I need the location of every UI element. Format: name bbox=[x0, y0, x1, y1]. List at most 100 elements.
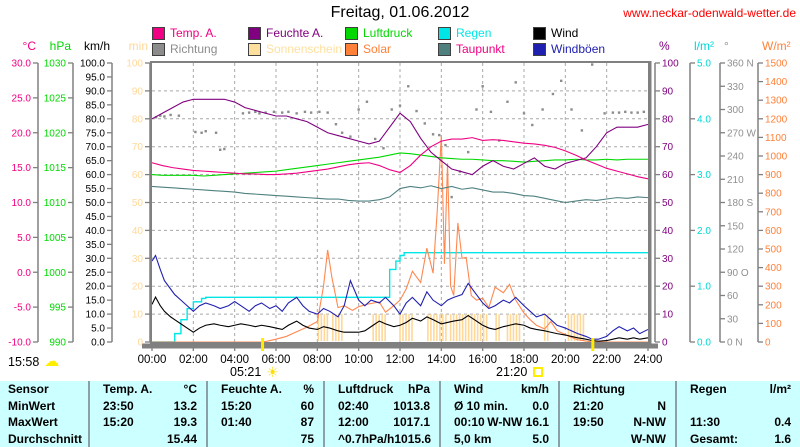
axis-label: 200 bbox=[765, 300, 782, 311]
sunrise-time: 05:21 ☀ bbox=[230, 365, 279, 379]
table-cell-0-value: N bbox=[657, 398, 666, 413]
axis-label: 100 bbox=[765, 319, 782, 330]
direction-dot bbox=[423, 122, 426, 125]
table-cell-1-label: 15:20 bbox=[103, 415, 134, 430]
direction-dot bbox=[287, 110, 290, 114]
summary-table: Sensor MinWert MaxWert Durchschnitt Temp. A.… bbox=[0, 381, 800, 447]
sensor-row-3-label: Durchschnitt bbox=[8, 431, 83, 446]
table-cell-0 bbox=[677, 398, 800, 415]
table-cell-1-value: 19.3 bbox=[173, 415, 197, 430]
status-time-label: 15:58 bbox=[8, 355, 40, 369]
direction-dot bbox=[382, 147, 385, 150]
direction-dot bbox=[415, 109, 418, 113]
axis-label: 02:00 bbox=[179, 354, 208, 366]
axis-label: °C bbox=[23, 39, 37, 53]
axis-label: 20:00 bbox=[551, 354, 580, 366]
axis-label: km/h bbox=[84, 39, 110, 53]
table-cell-1-value: 87 bbox=[300, 415, 314, 430]
table-cell-0: Ø 10 min. 0.0 bbox=[441, 398, 558, 415]
axis-label: 24:00 bbox=[634, 354, 663, 366]
axis-label: 1015 bbox=[44, 163, 67, 174]
direction-dot bbox=[450, 195, 453, 199]
axis-label: 100.0 bbox=[80, 59, 105, 70]
axis-label: 30 bbox=[662, 254, 674, 265]
legend-label: Windböen bbox=[551, 42, 606, 56]
table-cell-1-value: N-NW bbox=[633, 415, 666, 430]
direction-dot bbox=[531, 123, 534, 127]
table-cell-2: 5,0 km 5.0 bbox=[441, 431, 558, 447]
axis-label: -10.0 bbox=[8, 338, 31, 349]
axis-label: 80 bbox=[132, 114, 144, 125]
series-solar bbox=[152, 135, 648, 343]
direction-dot bbox=[617, 111, 621, 114]
direction-dot bbox=[489, 110, 493, 114]
axis-label: 08:00 bbox=[303, 354, 332, 366]
legend-item-windböen: Windböen bbox=[533, 42, 605, 56]
direction-dot bbox=[247, 111, 251, 114]
axis-label: 0.0 bbox=[697, 338, 711, 349]
direction-dot bbox=[163, 115, 166, 118]
axis-label: 1005 bbox=[44, 233, 67, 244]
direction-dot bbox=[481, 85, 484, 88]
table-cell-2-value: 1015.6 bbox=[394, 431, 432, 446]
table-header-label: Wind bbox=[454, 382, 484, 397]
axis-label: 50.0 bbox=[86, 198, 106, 209]
legend-swatch bbox=[248, 26, 261, 40]
axis-label: 60 bbox=[132, 170, 144, 181]
axis-label: 60 bbox=[662, 170, 674, 181]
series-taupunkt bbox=[151, 185, 649, 204]
axis-label: 30 bbox=[727, 314, 739, 325]
table-cell-2: 75 bbox=[208, 431, 323, 447]
table-cell-0-value: 60 bbox=[300, 398, 314, 413]
axis-label: 10:00 bbox=[344, 354, 373, 366]
axis-label: 1030 bbox=[44, 59, 67, 70]
direction-dot bbox=[642, 110, 646, 114]
site-url-link[interactable]: www.neckar-odenwald-wetter.de bbox=[623, 6, 796, 20]
axis-label: 00:00 bbox=[138, 354, 167, 366]
series-windb-en bbox=[151, 254, 649, 340]
direction-dot bbox=[214, 131, 218, 134]
legend-swatch bbox=[438, 42, 451, 56]
axis-label: 3.0 bbox=[697, 170, 711, 181]
legend-swatch bbox=[438, 26, 451, 40]
table-cell-2-value: 15.44 bbox=[166, 431, 197, 446]
direction-dot bbox=[219, 148, 222, 151]
direction-dot bbox=[281, 111, 284, 114]
legend-swatch bbox=[345, 26, 358, 40]
axis-label: 300 bbox=[765, 282, 782, 293]
direction-dot bbox=[630, 111, 633, 114]
axis-label: W/m² bbox=[762, 39, 791, 53]
axis-label: 1400 bbox=[765, 77, 788, 88]
table-cell-0-value: 1013.8 bbox=[393, 398, 430, 413]
axis-label: % bbox=[659, 39, 670, 53]
axis-label: 85.0 bbox=[86, 100, 106, 111]
axis-label: 300 bbox=[727, 105, 744, 116]
table-cell-1-value: W-NW 16.1 bbox=[487, 415, 549, 430]
direction-dot bbox=[560, 79, 563, 83]
direction-dot bbox=[398, 104, 402, 107]
direction-dot bbox=[194, 130, 197, 134]
axis-label: 1020 bbox=[44, 128, 67, 139]
table-cell-0: 21:20 N bbox=[560, 398, 675, 415]
axis-label: -5.0 bbox=[14, 303, 32, 314]
axis-label: 0 bbox=[662, 338, 668, 349]
table-cell-0-value: 13.2 bbox=[173, 398, 197, 413]
direction-dot bbox=[506, 100, 509, 103]
axis-label: 95.0 bbox=[86, 72, 106, 83]
legend-item-taupunkt: Taupunkt bbox=[438, 42, 505, 56]
axis-label: 0.0 bbox=[17, 268, 31, 279]
axis-label: 1010 bbox=[44, 198, 67, 209]
direction-dot bbox=[438, 133, 441, 137]
axis-label: 90.0 bbox=[86, 86, 106, 97]
legend-item-richtung: Richtung bbox=[152, 42, 217, 56]
legend-item-regen: Regen bbox=[438, 26, 491, 40]
table-header-label: Feuchte A. bbox=[221, 382, 282, 397]
axis-label: 10.0 bbox=[12, 198, 32, 209]
legend-label: Regen bbox=[456, 26, 492, 40]
direction-dot bbox=[204, 130, 207, 133]
sensor-row-0-label: Sensor bbox=[8, 382, 49, 397]
direction-dot bbox=[177, 114, 181, 117]
axis-label: 14:00 bbox=[427, 354, 456, 366]
axis-label: 40 bbox=[662, 226, 674, 237]
legend-item-wind: Wind bbox=[533, 26, 578, 40]
